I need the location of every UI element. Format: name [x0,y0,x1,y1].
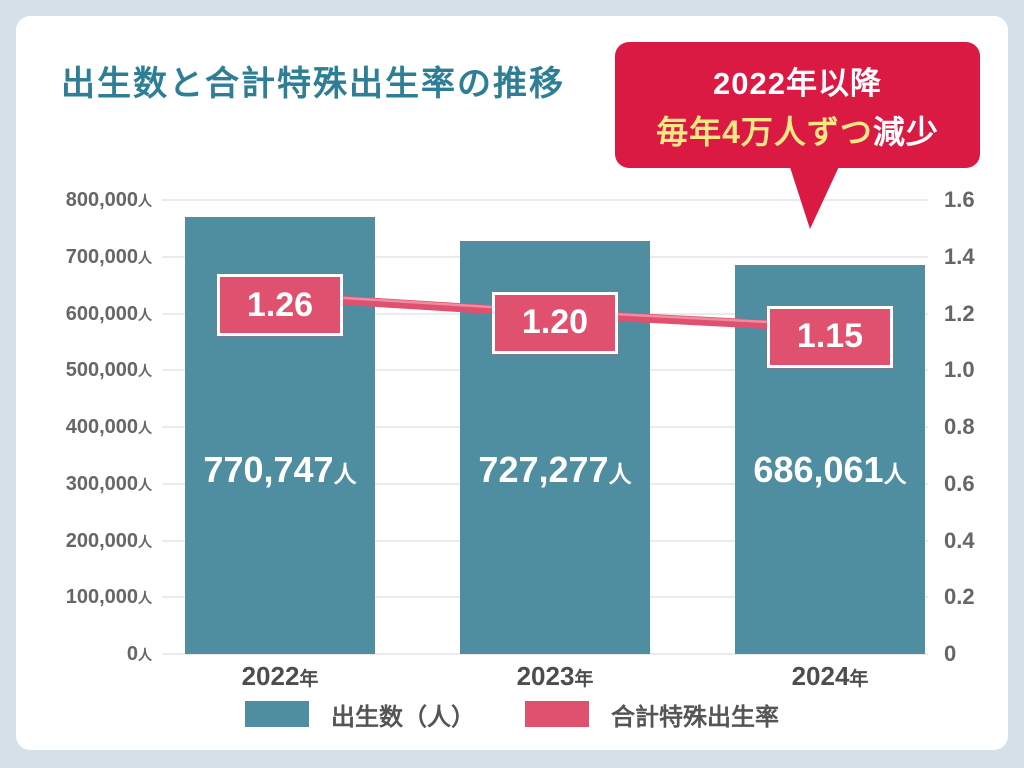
y-axis-right-tick: 1.6 [944,187,975,212]
y-axis-left-tick-value: 0 [126,643,138,665]
legend-item-rate: 合計特殊出生率 [525,697,779,732]
x-axis-tick-year: 2024 [791,661,850,691]
x-axis-tick-year: 2022 [241,661,300,691]
y-axis-left-tick-unit: 人 [138,590,152,607]
y-axis-left-tick: 700,000人 [0,243,152,271]
y-axis-left-tick-value: 300,000 [65,472,138,495]
chart-legend: 出生数（人） 合計特殊出生率 [0,697,1024,732]
callout-line1: 2022年以降 [713,65,882,101]
legend-swatch-rate-icon [525,701,589,727]
y-axis-left-tick-unit: 人 [138,420,152,436]
x-axis-tick: 2024年 [735,661,925,691]
fertility-rate-badge: 1.15 [767,305,893,368]
page-title: 出生数と合計特殊出生率の推移 [61,65,565,103]
y-axis-left-tick: 0人 [0,640,152,668]
y-axis-left-tick-unit: 人 [138,476,152,493]
gridline [162,199,928,201]
fertility-rate-badge: 1.20 [492,291,618,354]
y-axis-left-tick: 400,000人 [0,413,152,441]
y-axis-right-tick: 0.4 [944,527,975,553]
bar-value-unit: 人 [608,461,632,487]
y-axis-right-tick: 1.0 [944,357,975,383]
y-axis-right-tick: 0.2 [944,584,975,610]
bar-value-label: 727,277人 [460,450,650,490]
x-axis-tick: 2023年 [460,661,650,691]
legend-label-births: 出生数（人） [331,703,475,731]
x-axis-tick-year: 2023 [516,661,575,691]
x-axis-tick-unit: 年 [849,669,869,690]
bar-value-number: 770,747 [203,449,334,490]
y-axis-left-tick: 600,000人 [0,300,152,328]
y-axis-left-tick-value: 600,000 [65,302,138,325]
y-axis-left-tick-unit: 人 [138,249,152,266]
bar-value-unit: 人 [883,461,907,487]
y-axis-left-tick-value: 100,000 [65,586,138,609]
fertility-rate-badge: 1.26 [217,274,343,337]
x-axis-tick-unit: 年 [299,669,319,690]
y-axis-left-tick: 200,000人 [0,527,152,555]
y-axis-left-tick-unit: 人 [138,363,152,380]
callout-line2-rest: 減少 [872,113,939,150]
legend-item-births: 出生数（人） [245,697,475,732]
y-axis-left-tick-unit: 人 [138,306,152,323]
y-axis-right-tick: 0.6 [944,470,975,496]
y-axis-left-tick: 300,000人 [0,470,152,498]
bar-value-number: 727,277 [478,449,609,490]
y-axis-left-tick-unit: 人 [138,533,152,550]
y-axis-left-tick: 500,000人 [0,356,152,384]
legend-swatch-births-icon [245,701,309,727]
y-axis-left-tick-value: 800,000 [65,189,138,211]
y-axis-left-tick: 100,000人 [0,583,152,611]
y-axis-left-tick-value: 400,000 [65,416,138,438]
y-axis-left-tick-unit: 人 [138,193,152,209]
bar-value-label: 770,747人 [185,450,375,490]
callout-bubble: 2022年以降 毎年4万人ずつ減少 [615,42,980,168]
y-axis-right-tick: 1.2 [944,300,975,326]
legend-label-rate: 合計特殊出生率 [611,703,779,731]
y-axis-left-tick-value: 500,000 [65,359,138,382]
y-axis-right-tick: 0.8 [944,414,975,439]
y-axis-left-tick-unit: 人 [138,647,152,663]
bar-value-number: 686,061 [753,449,884,490]
x-axis-tick-unit: 年 [574,669,594,690]
gridline [162,653,928,655]
y-axis-left-tick: 800,000人 [0,186,152,214]
y-axis-right-tick: 1.4 [944,243,975,269]
y-axis-left-tick-value: 700,000 [65,245,138,268]
bar-value-label: 686,061人 [735,450,925,490]
callout-line2-highlight: 毎年4万人ずつ [656,113,873,150]
bar-value-unit: 人 [333,461,357,487]
y-axis-left-tick-value: 200,000 [65,529,138,552]
x-axis-tick: 2022年 [185,661,375,691]
callout-line2: 毎年4万人ずつ減少 [656,107,939,153]
y-axis-right-tick: 0 [944,641,957,666]
